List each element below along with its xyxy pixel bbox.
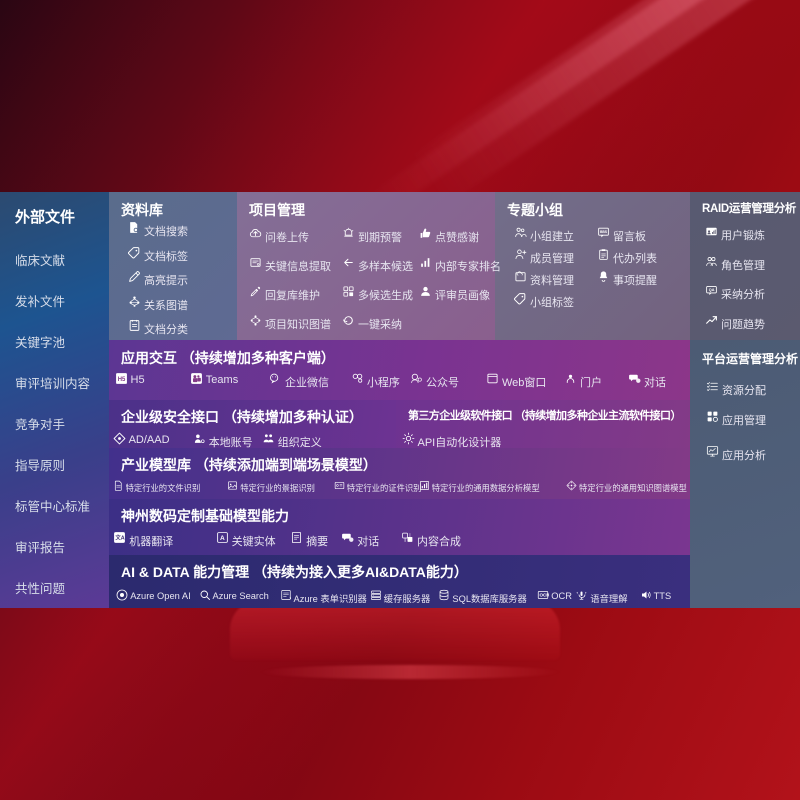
svg-text:A: A: [220, 535, 225, 542]
svg-text:BBS: BBS: [600, 230, 608, 234]
svg-text:QA: QA: [709, 288, 715, 292]
svg-text:OCR: OCR: [540, 593, 550, 598]
svg-text:H5: H5: [117, 377, 125, 383]
